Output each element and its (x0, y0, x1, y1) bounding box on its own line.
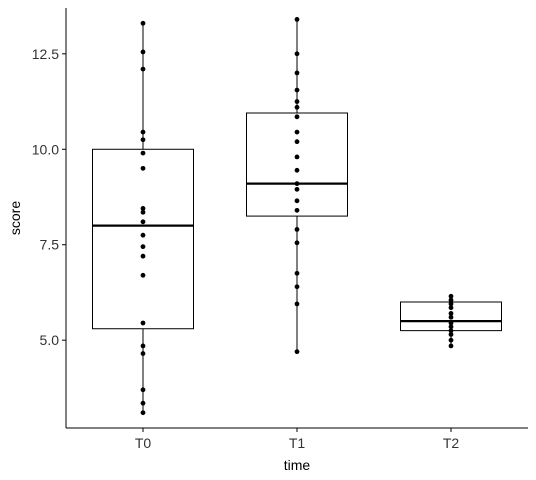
data-point (140, 66, 146, 72)
x-tick-label: T1 (289, 435, 306, 451)
data-point (294, 104, 300, 110)
data-point (140, 20, 146, 26)
data-point (140, 253, 146, 259)
data-point (140, 272, 146, 278)
y-ticks: 5.0 7.5 10.0 12.5 (32, 46, 66, 348)
box-iqr (92, 148, 194, 330)
data-point (140, 320, 146, 326)
data-point (294, 301, 300, 307)
points-T1 (294, 17, 300, 355)
x-tick-label: T2 (443, 435, 460, 451)
data-point (140, 150, 146, 156)
y-tick-label: 12.5 (32, 46, 59, 62)
data-point (448, 324, 454, 330)
data-point (140, 206, 146, 211)
data-point (140, 400, 146, 406)
data-point (448, 337, 454, 343)
data-point (294, 167, 300, 173)
data-point (448, 297, 454, 303)
x-axis-title: time (284, 457, 311, 473)
data-point (294, 198, 300, 204)
data-point (294, 70, 300, 76)
data-point (448, 343, 454, 349)
data-point (140, 410, 146, 416)
data-point (140, 219, 146, 225)
data-point (448, 311, 454, 316)
data-point (448, 320, 454, 326)
data-point (140, 343, 146, 349)
data-point (294, 17, 300, 22)
points-T0 (140, 20, 146, 416)
data-point (294, 51, 300, 57)
x-ticks: T0 T1 T2 (135, 428, 460, 451)
data-point (140, 351, 146, 356)
data-point (140, 49, 146, 55)
data-point (294, 270, 300, 276)
box-T0 (92, 23, 194, 413)
data-point (140, 165, 146, 171)
points-T2 (448, 293, 454, 349)
data-point (294, 284, 300, 290)
data-point (140, 209, 146, 215)
y-tick-label: 7.5 (40, 237, 60, 253)
points-layer (140, 17, 454, 416)
data-point (294, 227, 300, 232)
data-point (294, 129, 300, 135)
data-point (140, 232, 146, 238)
y-tick-label: 5.0 (40, 332, 60, 348)
data-point (294, 139, 300, 145)
data-point (294, 87, 300, 93)
x-tick-label: T0 (135, 435, 152, 451)
data-point (294, 181, 300, 187)
data-point (294, 99, 300, 104)
data-point (448, 293, 454, 299)
data-point (448, 328, 454, 334)
data-point (294, 349, 300, 355)
data-point (140, 387, 146, 393)
y-tick-label: 10.0 (32, 141, 59, 157)
data-point (448, 305, 454, 311)
data-point (140, 244, 146, 250)
data-point (448, 314, 454, 320)
data-point (140, 137, 146, 143)
data-point (140, 129, 146, 135)
data-point (448, 301, 454, 307)
data-point (294, 154, 300, 160)
y-axis-title: score (7, 201, 23, 235)
data-point (294, 114, 300, 120)
data-point (448, 332, 454, 337)
data-point (294, 186, 300, 192)
data-point (294, 240, 300, 246)
data-point (294, 207, 300, 213)
